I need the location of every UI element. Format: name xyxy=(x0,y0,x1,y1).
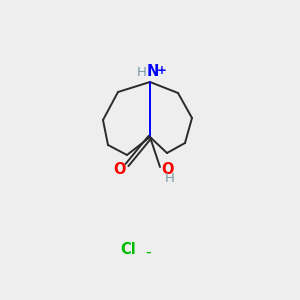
Text: Cl: Cl xyxy=(120,242,136,257)
Text: O: O xyxy=(162,161,174,176)
Text: H: H xyxy=(137,67,147,80)
Text: H: H xyxy=(165,172,175,185)
Text: N: N xyxy=(147,64,159,80)
Text: O: O xyxy=(114,161,126,176)
Text: -: - xyxy=(145,244,151,260)
Text: +: + xyxy=(157,64,167,76)
